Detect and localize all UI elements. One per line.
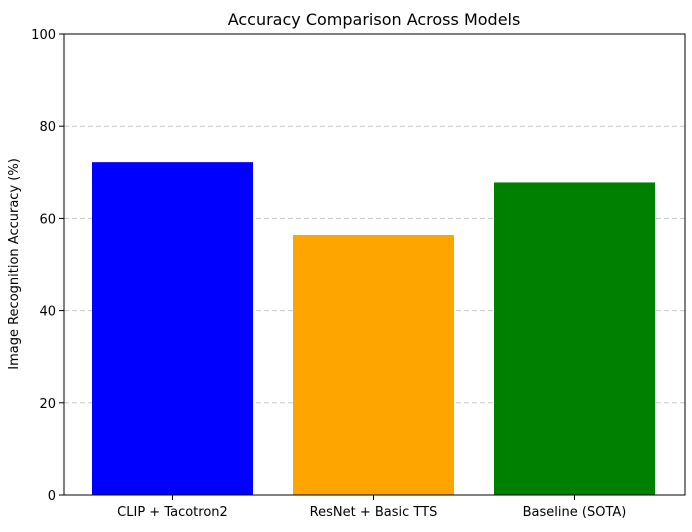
x-tick-label: ResNet + Basic TTS: [310, 505, 438, 520]
bar-1: [293, 234, 454, 495]
y-axis-label: Image Recognition Accuracy (%): [7, 158, 22, 370]
y-tick-label: 60: [39, 212, 56, 227]
x-tick-label: CLIP + Tacotron2: [117, 505, 228, 520]
y-tick-label: 100: [31, 28, 56, 43]
y-tick-label: 40: [39, 305, 56, 320]
ticks: 0 20 40 60 80 100 CLIP + Tacotron2 ResNet + Bas…: [31, 28, 626, 520]
x-tick-label: Baseline (SOTA): [523, 505, 627, 520]
chart-title: Accuracy Comparison Across Models: [228, 10, 521, 29]
bar-2: [494, 182, 655, 495]
y-tick-label: 0: [48, 489, 56, 504]
y-tick-label: 20: [39, 397, 56, 412]
y-tick-label: 80: [39, 120, 56, 135]
bar-0: [92, 162, 253, 495]
bars: [92, 162, 655, 495]
plot-frame: [63, 33, 686, 496]
